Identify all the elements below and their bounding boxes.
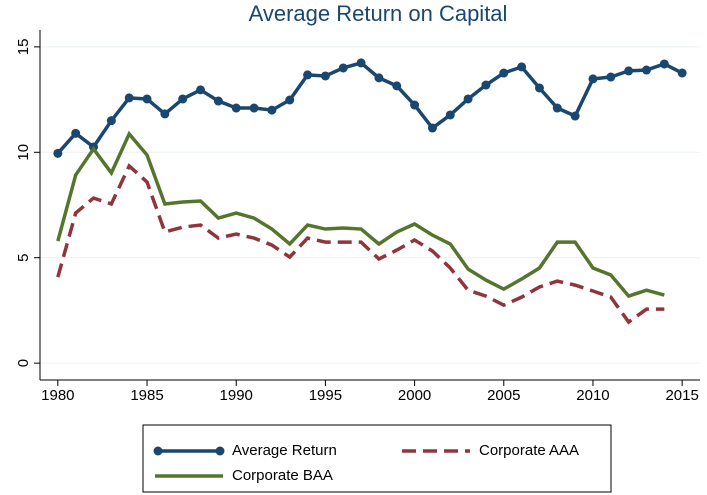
- x-tick-label: 2015: [665, 387, 698, 404]
- x-tick-label: 2010: [576, 387, 609, 404]
- point: [499, 68, 509, 78]
- point: [606, 72, 616, 82]
- point: [392, 81, 402, 91]
- point: [124, 93, 134, 103]
- point: [285, 95, 295, 105]
- point: [677, 68, 687, 78]
- point: [338, 63, 348, 73]
- point: [267, 105, 277, 115]
- point: [106, 116, 116, 126]
- point: [534, 83, 544, 93]
- x-tick-label: 1990: [220, 387, 253, 404]
- point: [463, 94, 473, 104]
- legend-marker: [215, 446, 225, 456]
- x-tick-label: 1985: [130, 387, 163, 404]
- point: [374, 73, 384, 83]
- point: [427, 123, 437, 133]
- legend-label: Corporate BAA: [232, 467, 333, 484]
- series-line: [56, 60, 683, 155]
- y-tick-label: 10: [15, 144, 32, 161]
- point: [249, 103, 259, 113]
- point: [445, 110, 455, 120]
- legend-label: Average Return: [232, 442, 337, 459]
- point: [231, 103, 241, 113]
- point: [160, 109, 170, 119]
- point: [570, 111, 580, 121]
- legend-label: Corporate AAA: [479, 442, 579, 459]
- y-tick-label: 15: [15, 39, 32, 56]
- point: [410, 100, 420, 110]
- point: [552, 103, 562, 113]
- legend-box: [142, 424, 612, 493]
- x-tick-label: 1995: [309, 387, 342, 404]
- x-tick-label: 2000: [398, 387, 431, 404]
- point: [53, 148, 63, 158]
- point: [641, 65, 651, 75]
- point: [303, 70, 313, 80]
- point: [624, 66, 634, 76]
- point: [196, 85, 206, 95]
- x-tick-label: 1980: [41, 387, 74, 404]
- y-tick-label: 5: [15, 254, 32, 262]
- point: [356, 58, 366, 68]
- series-line: [56, 130, 665, 299]
- chart-title: Average Return on Capital: [249, 1, 508, 26]
- point: [320, 71, 330, 81]
- point: [213, 96, 223, 106]
- point: [517, 62, 527, 72]
- point: [71, 128, 81, 138]
- x-tick-label: 2005: [487, 387, 520, 404]
- series-line: [56, 163, 665, 325]
- y-tick-label: 0: [15, 359, 32, 367]
- point: [481, 80, 491, 90]
- point: [142, 94, 152, 104]
- point: [588, 74, 598, 84]
- point: [659, 59, 669, 69]
- legend-marker: [153, 446, 163, 456]
- point: [178, 94, 188, 104]
